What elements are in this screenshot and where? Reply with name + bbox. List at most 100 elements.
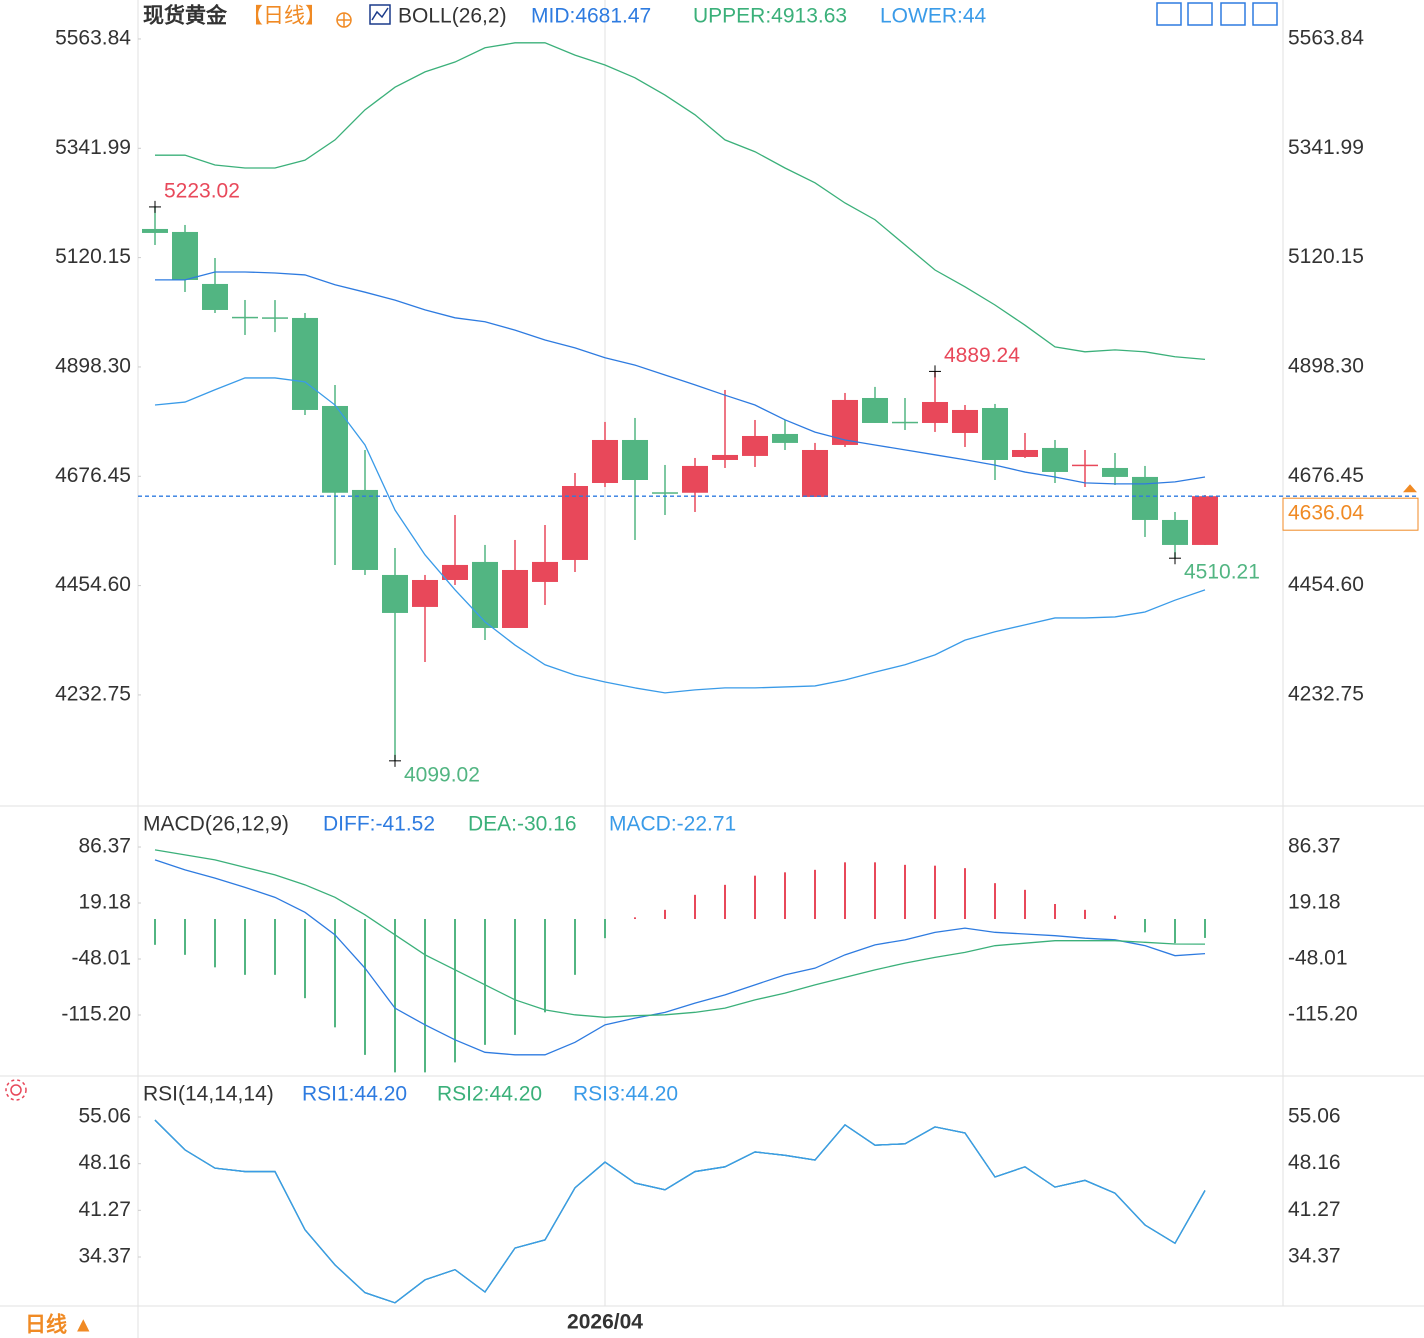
candle-body [1072, 464, 1098, 467]
legend-entry: DIFF:-41.52 [323, 813, 435, 836]
series-line [154, 849, 1206, 1018]
y-tick-label: 5563.84 [55, 27, 131, 50]
legend-entry: DEA:-30.16 [468, 813, 577, 836]
candle-body [142, 228, 168, 233]
candle-body [892, 421, 918, 424]
candle-body [1102, 467, 1128, 477]
x-tick-label: 2026/04 [567, 1311, 643, 1334]
indicator-icon-box [369, 4, 391, 25]
settings-icon[interactable] [5, 1079, 27, 1101]
tool-button[interactable] [1252, 2, 1278, 26]
y-tick-label: 4676.45 [55, 464, 131, 487]
candle-body [442, 564, 468, 580]
candle-body [652, 492, 678, 494]
toolbar [1156, 2, 1278, 26]
y2-tick-label: 4232.75 [1288, 682, 1364, 705]
settings-icon-core [10, 1084, 22, 1096]
last-price-arrow [1403, 484, 1417, 493]
y2-tick-label: 5563.84 [1288, 27, 1364, 50]
y-tick-label: 86.37 [78, 835, 131, 858]
extreme-label: 4099.02 [404, 763, 480, 786]
series-line [155, 42, 1206, 361]
legend-entry: MACD:-22.71 [609, 813, 736, 836]
y-tick-label: 4454.60 [55, 573, 131, 596]
candle-body [592, 439, 618, 483]
legend-entry: RSI2:44.20 [437, 1083, 542, 1106]
y-tick-label: 4898.30 [55, 354, 131, 377]
extreme-label: 5223.02 [164, 179, 240, 202]
y2-tick-label: 4898.30 [1288, 354, 1364, 377]
series-line [154, 1119, 1206, 1304]
period-selector[interactable]: 日线 ▲ [25, 1313, 94, 1337]
chart-title: 现货黄金 [143, 4, 228, 28]
y-tick-label: 55.06 [78, 1105, 131, 1128]
candle-body [1192, 496, 1218, 545]
candle-body [532, 561, 558, 582]
indicator-icon[interactable] [369, 4, 391, 25]
candle-body [292, 317, 318, 410]
candle-body [1012, 449, 1038, 457]
indicator-icon-line [371, 7, 389, 21]
y2-tick-label: 4454.60 [1288, 573, 1364, 596]
candle-body [982, 407, 1008, 460]
y2-tick-label: -115.20 [1288, 1003, 1358, 1026]
candle-body [952, 409, 978, 433]
y2-tick-label: 4676.45 [1288, 464, 1364, 487]
candle-body [232, 316, 258, 319]
y-tick-label: 19.18 [78, 891, 131, 914]
y-tick-label: 5120.15 [55, 245, 131, 268]
y-tick-label: 4232.75 [55, 682, 131, 705]
series-line [154, 377, 1206, 694]
candle-body [262, 317, 288, 319]
candle-body [682, 465, 708, 493]
candle-body [562, 486, 588, 560]
macd-title: MACD(26,12,9) [143, 813, 289, 836]
candle-body [322, 405, 348, 493]
last-price-box [1282, 497, 1419, 531]
candle-body [412, 579, 438, 607]
settings-icon-ring [5, 1079, 27, 1101]
y-tick-label: -48.01 [71, 947, 131, 970]
y-tick-label: 41.27 [78, 1198, 131, 1221]
candle-body [502, 569, 528, 628]
period-label: 【日线】 [242, 5, 326, 28]
y-tick-label: 5341.99 [55, 136, 131, 159]
candle-body [622, 439, 648, 480]
add-icon[interactable] [336, 12, 352, 28]
tool-button[interactable] [1187, 2, 1213, 26]
extreme-label: 4889.24 [944, 344, 1020, 367]
y2-tick-label: 55.06 [1288, 1105, 1341, 1128]
y2-tick-label: 19.18 [1288, 891, 1341, 914]
y-tick-label: 34.37 [78, 1245, 131, 1268]
legend-entry: RSI3:44.20 [573, 1083, 678, 1106]
series-line [154, 1119, 1206, 1304]
y2-tick-label: 41.27 [1288, 1198, 1341, 1221]
y-tick-label: -115.20 [61, 1003, 131, 1026]
legend-entry: UPPER:4913.63 [693, 5, 847, 28]
extreme-label: 4510.21 [1184, 561, 1260, 584]
tool-button[interactable] [1156, 2, 1182, 26]
y2-tick-label: 48.16 [1288, 1151, 1341, 1174]
y2-tick-label: 34.37 [1288, 1245, 1341, 1268]
tool-button[interactable] [1220, 2, 1246, 26]
last-price-label: 4636.04 [1288, 502, 1364, 525]
series-line [154, 1119, 1206, 1304]
rsi-title: RSI(14,14,14) [143, 1083, 274, 1106]
candle-body [712, 454, 738, 460]
candle-body [172, 231, 198, 280]
legend-entry: LOWER:44 [880, 5, 987, 28]
candle-body [1162, 519, 1188, 545]
candle-body [922, 401, 948, 423]
series-line [155, 271, 1206, 485]
y2-tick-label: -48.01 [1288, 947, 1348, 970]
candle-body [472, 561, 498, 628]
candle-body [352, 489, 378, 570]
legend-entry: MID:4681.47 [531, 5, 651, 28]
candle-body [1042, 447, 1068, 472]
candle-body [382, 574, 408, 613]
y2-tick-label: 5120.15 [1288, 245, 1364, 268]
legend-entry: RSI1:44.20 [302, 1083, 407, 1106]
